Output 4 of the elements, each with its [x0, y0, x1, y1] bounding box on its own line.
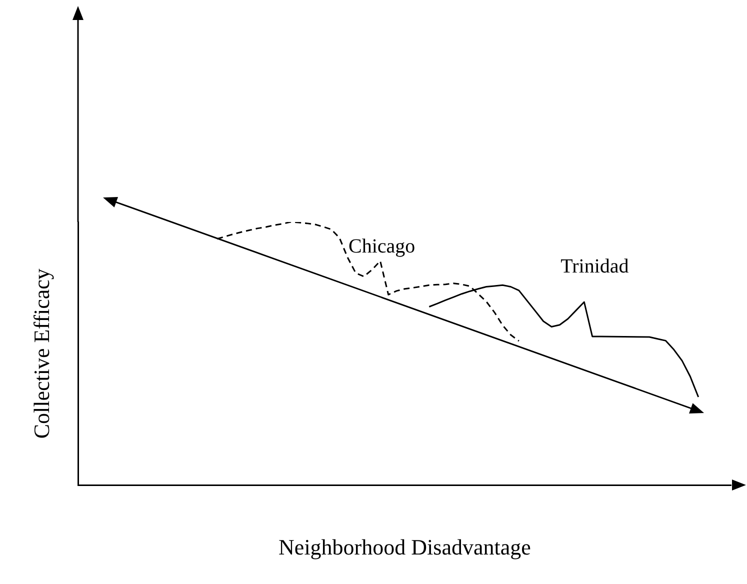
y-axis-title: Collective Efficacy [28, 268, 54, 439]
x-axis-title: Neighborhood Disadvantage [278, 534, 531, 560]
series-label: Chicago [348, 235, 416, 258]
series-label: Trinidad [560, 255, 629, 278]
